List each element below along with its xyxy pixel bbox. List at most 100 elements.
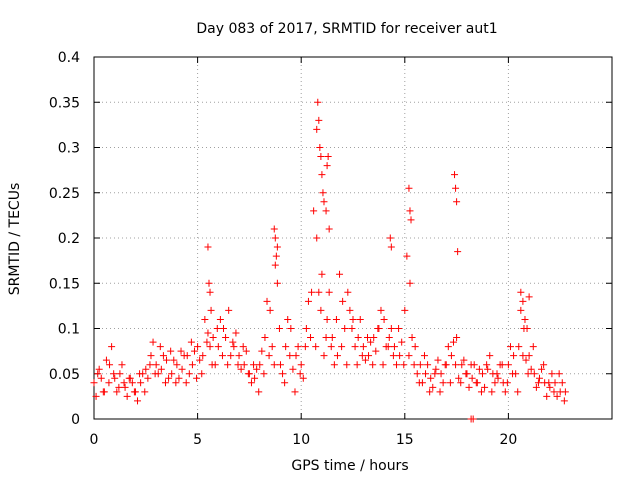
data-point <box>187 338 195 346</box>
data-point <box>163 356 171 364</box>
data-point <box>297 361 305 369</box>
data-point <box>97 374 105 382</box>
data-point <box>136 370 144 378</box>
y-tick-label: 0.4 <box>58 50 80 66</box>
data-point <box>453 198 461 206</box>
data-point <box>276 361 284 369</box>
chart-title: Day 083 of 2017, SRMTID for receiver aut… <box>196 21 497 37</box>
data-point <box>406 279 414 287</box>
y-tick-label: 0.2 <box>58 231 80 247</box>
data-point <box>201 315 209 323</box>
data-point <box>134 397 142 405</box>
data-point <box>553 392 561 400</box>
data-point <box>182 379 190 387</box>
data-point <box>299 374 307 382</box>
y-tick-label: 0.05 <box>49 367 80 383</box>
data-point <box>172 379 180 387</box>
data-point <box>477 388 485 396</box>
data-point <box>348 325 356 332</box>
y-tick-label: 0.1 <box>58 322 80 338</box>
data-point <box>327 343 335 351</box>
data-point <box>336 270 344 278</box>
data-point <box>353 361 361 369</box>
data-point <box>255 388 263 396</box>
data-point <box>203 338 211 346</box>
data-point <box>170 356 178 364</box>
axis-ticks <box>93 56 612 420</box>
data-point <box>462 370 470 378</box>
data-point <box>385 334 393 342</box>
data-point <box>390 343 398 351</box>
data-point <box>90 379 98 387</box>
data-point <box>486 352 494 360</box>
data-point <box>493 370 501 378</box>
y-tick-label: 0 <box>71 412 80 428</box>
data-point <box>406 207 414 215</box>
data-point <box>317 153 325 161</box>
data-point <box>530 370 538 378</box>
data-point <box>460 356 468 364</box>
data-point <box>168 370 176 378</box>
data-point <box>386 234 394 242</box>
data-point <box>408 334 416 342</box>
data-point <box>268 343 276 351</box>
data-point <box>167 347 175 355</box>
data-point <box>177 347 185 355</box>
data-point <box>213 325 221 332</box>
y-axis-label: SRMTID / TECUs <box>7 183 23 296</box>
data-point <box>525 293 533 301</box>
data-point <box>551 379 559 387</box>
x-tick-label: 10 <box>292 432 310 448</box>
data-point <box>260 370 268 378</box>
data-point <box>517 288 525 296</box>
data-point <box>312 343 320 351</box>
data-point <box>292 352 300 360</box>
data-point <box>204 329 212 337</box>
data-point <box>108 343 116 351</box>
data-point <box>185 370 193 378</box>
data-point <box>208 361 216 369</box>
data-point <box>92 392 100 400</box>
data-point <box>506 343 514 351</box>
data-point <box>338 343 346 351</box>
data-point <box>410 361 418 369</box>
data-point <box>452 361 460 369</box>
data-point <box>472 379 480 387</box>
data-point <box>218 352 226 360</box>
data-point <box>529 343 537 351</box>
data-point <box>242 347 250 355</box>
data-point <box>384 343 392 351</box>
data-point <box>125 374 133 382</box>
data-point <box>361 356 369 364</box>
data-point <box>273 279 281 287</box>
data-point <box>128 379 136 387</box>
data-point <box>521 315 529 323</box>
data-point <box>307 334 315 342</box>
data-point <box>561 388 569 396</box>
data-point <box>244 370 252 378</box>
data-point <box>467 361 475 369</box>
data-point <box>229 338 237 346</box>
data-point <box>449 338 457 346</box>
data-point <box>271 234 279 242</box>
data-point <box>532 383 540 391</box>
data-point <box>279 370 287 378</box>
data-point <box>281 379 289 387</box>
data-point <box>142 365 150 373</box>
data-point <box>302 325 310 332</box>
data-point <box>519 352 527 360</box>
data-point <box>227 352 235 360</box>
data-point <box>270 225 278 233</box>
data-point <box>317 306 325 314</box>
data-point <box>465 383 473 391</box>
data-point <box>332 315 340 323</box>
data-point <box>310 207 318 215</box>
data-point <box>504 361 512 369</box>
data-point <box>370 334 378 342</box>
data-point <box>224 361 232 369</box>
data-point <box>318 270 326 278</box>
data-point <box>400 361 408 369</box>
data-point <box>527 365 535 373</box>
data-point <box>275 325 283 332</box>
